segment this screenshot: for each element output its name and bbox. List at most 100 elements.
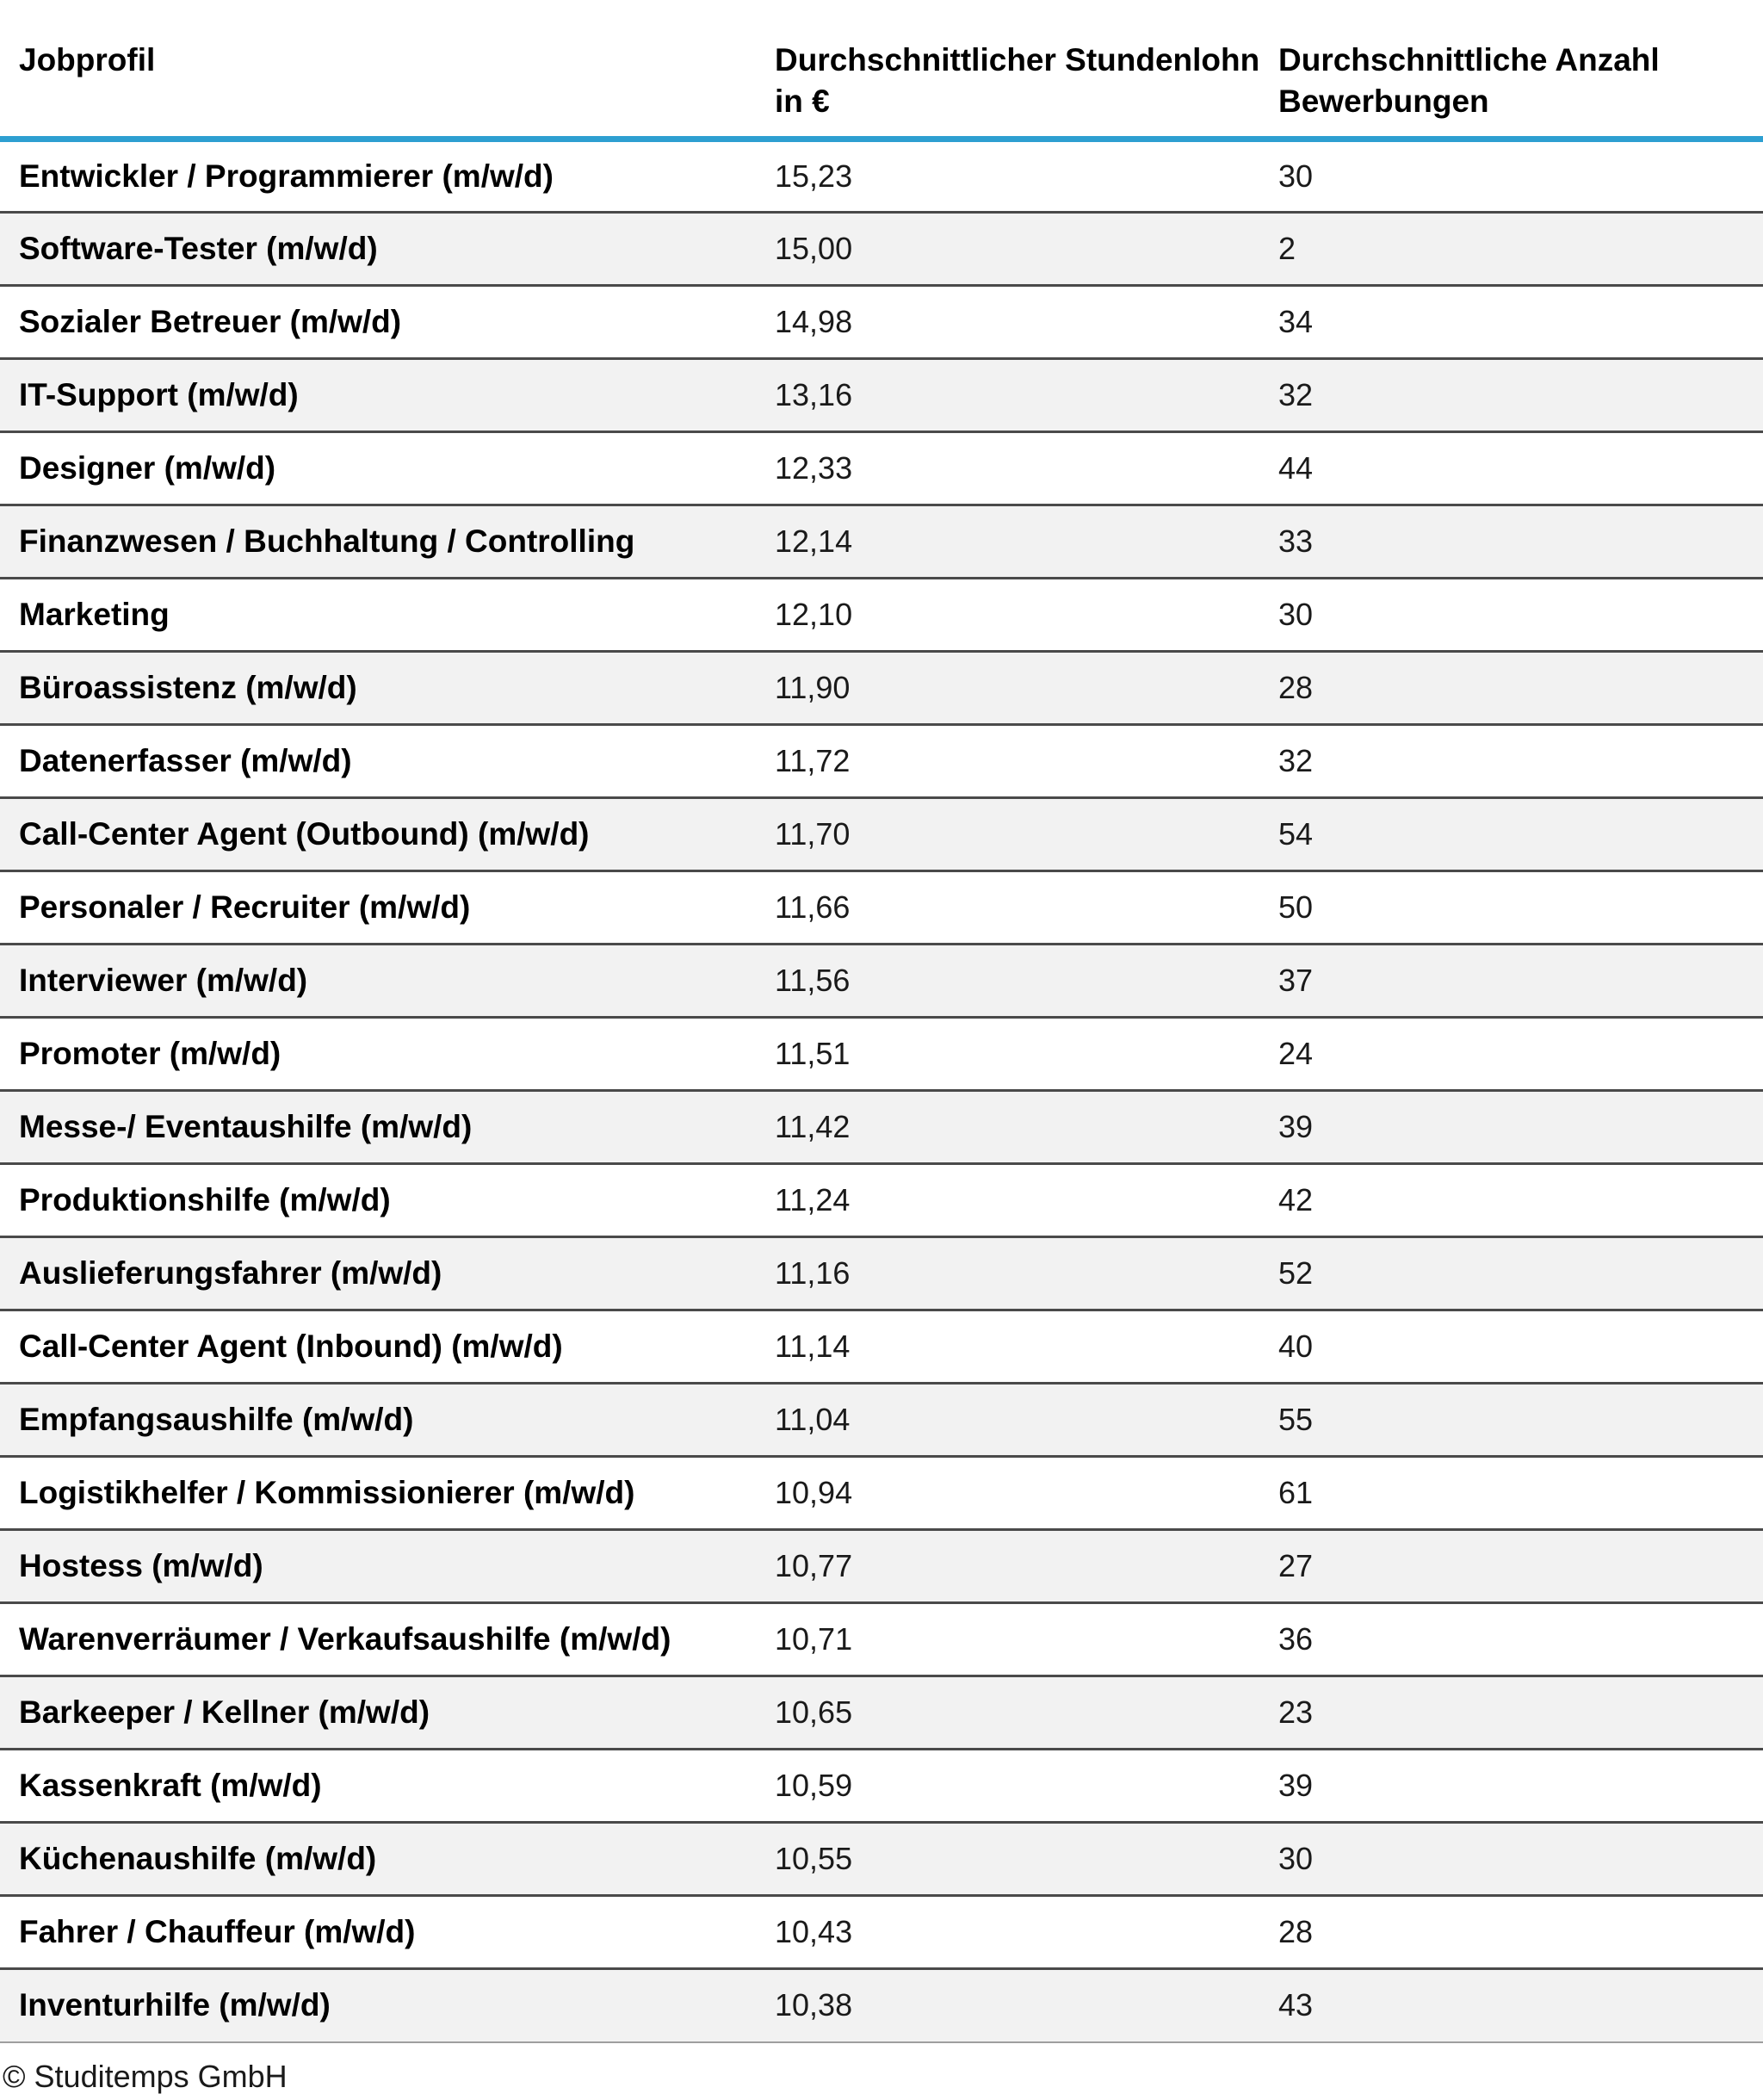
wage-cell: 13,16 bbox=[775, 377, 853, 413]
table-row: Sozialer Betreuer (m/w/d) 14,98 34 bbox=[0, 286, 1763, 359]
job-profile-cell: Barkeeper / Kellner (m/w/d) bbox=[19, 1694, 430, 1731]
table-row: Büroassistenz (m/w/d) 11,90 28 bbox=[0, 651, 1763, 725]
applications-cell: 52 bbox=[1278, 1255, 1314, 1292]
wage-cell: 10,59 bbox=[775, 1768, 853, 1804]
job-profile-cell: Logistikhelfer / Kommissionierer (m/w/d) bbox=[19, 1475, 635, 1511]
wage-cell: 12,33 bbox=[775, 450, 853, 486]
wage-cell: 10,55 bbox=[775, 1841, 853, 1877]
table-row: Call-Center Agent (Inbound) (m/w/d) 11,14… bbox=[0, 1310, 1763, 1384]
table-row: Interviewer (m/w/d) 11,56 37 bbox=[0, 944, 1763, 1018]
job-profile-cell: Büroassistenz (m/w/d) bbox=[19, 670, 357, 706]
job-profile-cell: Produktionshilfe (m/w/d) bbox=[19, 1182, 391, 1218]
applications-cell: 40 bbox=[1278, 1329, 1314, 1365]
table-row: Call-Center Agent (Outbound) (m/w/d) 11,7… bbox=[0, 797, 1763, 871]
wage-cell: 10,65 bbox=[775, 1694, 853, 1731]
table-row: Software-Tester (m/w/d) 15,00 2 bbox=[0, 212, 1763, 286]
applications-cell: 23 bbox=[1278, 1694, 1314, 1731]
applications-cell: 30 bbox=[1278, 597, 1314, 633]
table-row: Logistikhelfer / Kommissionierer (m/w/d)… bbox=[0, 1457, 1763, 1530]
applications-cell: 30 bbox=[1278, 1841, 1314, 1877]
applications-cell: 28 bbox=[1278, 670, 1314, 706]
wage-cell: 11,70 bbox=[775, 816, 851, 852]
applications-cell: 54 bbox=[1278, 816, 1314, 852]
wage-cell: 10,94 bbox=[775, 1475, 853, 1511]
table-header: Jobprofil Durchschnittlicher Stundenlohn… bbox=[0, 0, 1763, 139]
job-profile-cell: Küchenaushilfe (m/w/d) bbox=[19, 1841, 377, 1877]
wage-cell: 11,66 bbox=[775, 889, 851, 926]
wage-cell: 10,77 bbox=[775, 1548, 853, 1584]
table-row: Küchenaushilfe (m/w/d) 10,55 30 bbox=[0, 1822, 1763, 1896]
table-row: Datenerfasser (m/w/d) 11,72 32 bbox=[0, 725, 1763, 798]
wage-cell: 11,04 bbox=[775, 1402, 851, 1438]
wage-cell: 11,72 bbox=[775, 743, 851, 779]
applications-cell: 55 bbox=[1278, 1402, 1314, 1438]
applications-cell: 28 bbox=[1278, 1914, 1314, 1950]
applications-cell: 36 bbox=[1278, 1621, 1314, 1657]
table-row: Warenverräumer / Verkaufsaushilfe (m/w/d… bbox=[0, 1603, 1763, 1676]
table-row: Finanzwesen / Buchhaltung / Controlling 1… bbox=[0, 505, 1763, 579]
col-header-bewerbungen: Durchschnittliche Anzahl Bewerbungen bbox=[1278, 42, 1660, 120]
applications-cell: 39 bbox=[1278, 1109, 1314, 1145]
applications-cell: 43 bbox=[1278, 1987, 1314, 2023]
job-profile-cell: Promoter (m/w/d) bbox=[19, 1036, 281, 1072]
job-profile-cell: Inventurhilfe (m/w/d) bbox=[19, 1987, 331, 2023]
table-row: Entwickler / Programmierer (m/w/d) 15,23 3… bbox=[0, 139, 1763, 213]
wage-cell: 11,16 bbox=[775, 1255, 851, 1292]
wage-cell: 14,98 bbox=[775, 304, 853, 340]
table-row: Empfangsaushilfe (m/w/d) 11,04 55 bbox=[0, 1383, 1763, 1457]
table-row: Designer (m/w/d) 12,33 44 bbox=[0, 432, 1763, 505]
applications-cell: 44 bbox=[1278, 450, 1314, 486]
copyright-text: © Studitemps GmbH bbox=[3, 2058, 288, 2094]
applications-cell: 61 bbox=[1278, 1475, 1314, 1511]
job-profile-cell: Warenverräumer / Verkaufsaushilfe (m/w/d… bbox=[19, 1621, 671, 1657]
wage-cell: 11,90 bbox=[775, 670, 851, 706]
table-row: Messe-/ Eventaushilfe (m/w/d) 11,42 39 bbox=[0, 1090, 1763, 1164]
job-profile-cell: Datenerfasser (m/w/d) bbox=[19, 743, 352, 779]
applications-cell: 50 bbox=[1278, 889, 1314, 926]
wage-cell: 12,14 bbox=[775, 523, 853, 560]
table-row: Kassenkraft (m/w/d) 10,59 39 bbox=[0, 1750, 1763, 1823]
wage-cell: 12,10 bbox=[775, 597, 853, 633]
applications-cell: 39 bbox=[1278, 1768, 1314, 1804]
applications-cell: 33 bbox=[1278, 523, 1314, 560]
applications-cell: 34 bbox=[1278, 304, 1314, 340]
applications-cell: 27 bbox=[1278, 1548, 1314, 1584]
table-row: Barkeeper / Kellner (m/w/d) 10,65 23 bbox=[0, 1676, 1763, 1750]
table-row: Hostess (m/w/d) 10,77 27 bbox=[0, 1529, 1763, 1603]
applications-cell: 30 bbox=[1278, 158, 1314, 195]
wage-cell: 11,51 bbox=[775, 1036, 851, 1072]
job-profile-cell: Interviewer (m/w/d) bbox=[19, 963, 308, 999]
col-header-stundenlohn: Durchschnittlicher Stundenlohn in € bbox=[775, 42, 1260, 120]
job-profile-cell: Kassenkraft (m/w/d) bbox=[19, 1768, 322, 1804]
wage-cell: 11,56 bbox=[775, 963, 851, 999]
wage-cell: 10,43 bbox=[775, 1914, 853, 1950]
job-profile-cell: Empfangsaushilfe (m/w/d) bbox=[19, 1402, 414, 1438]
job-profile-cell: Software-Tester (m/w/d) bbox=[19, 231, 378, 267]
job-profile-cell: Entwickler / Programmierer (m/w/d) bbox=[19, 158, 554, 195]
table-row: IT-Support (m/w/d) 13,16 32 bbox=[0, 358, 1763, 432]
wage-cell: 15,00 bbox=[775, 231, 853, 267]
table-row: Auslieferungsfahrer (m/w/d) 11,16 52 bbox=[0, 1236, 1763, 1310]
applications-cell: 24 bbox=[1278, 1036, 1314, 1072]
wage-cell: 15,23 bbox=[775, 158, 853, 195]
job-profile-cell: Auslieferungsfahrer (m/w/d) bbox=[19, 1255, 442, 1292]
job-profile-cell: Call-Center Agent (Inbound) (m/w/d) bbox=[19, 1329, 563, 1365]
job-profile-cell: Personaler / Recruiter (m/w/d) bbox=[19, 889, 471, 926]
applications-cell: 32 bbox=[1278, 743, 1314, 779]
applications-cell: 32 bbox=[1278, 377, 1314, 413]
header-row: Jobprofil Durchschnittlicher Stundenlohn… bbox=[0, 0, 1763, 139]
col-header-jobprofil: Jobprofil bbox=[19, 42, 156, 77]
job-profile-cell: Call-Center Agent (Outbound) (m/w/d) bbox=[19, 816, 590, 852]
wage-cell: 10,71 bbox=[775, 1621, 853, 1657]
job-profile-cell: Messe-/ Eventaushilfe (m/w/d) bbox=[19, 1109, 473, 1145]
job-wage-table: Jobprofil Durchschnittlicher Stundenlohn… bbox=[0, 0, 1763, 2042]
table-row: Produktionshilfe (m/w/d) 11,24 42 bbox=[0, 1164, 1763, 1237]
applications-cell: 2 bbox=[1278, 231, 1296, 267]
wage-cell: 11,42 bbox=[775, 1109, 851, 1145]
job-profile-cell: Finanzwesen / Buchhaltung / Controlling bbox=[19, 523, 635, 560]
job-profile-cell: IT-Support (m/w/d) bbox=[19, 377, 299, 413]
table-body: Entwickler / Programmierer (m/w/d) 15,23 3… bbox=[0, 139, 1763, 2042]
applications-cell: 42 bbox=[1278, 1182, 1314, 1218]
applications-cell: 37 bbox=[1278, 963, 1314, 999]
wage-cell: 11,14 bbox=[775, 1329, 851, 1365]
